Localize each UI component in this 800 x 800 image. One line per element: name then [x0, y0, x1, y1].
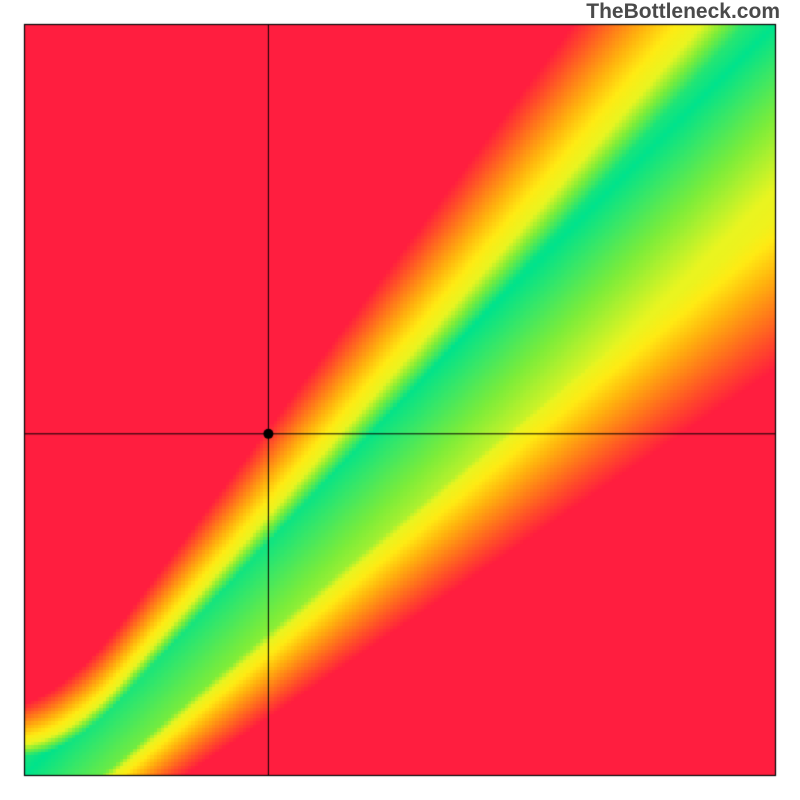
bottleneck-heatmap — [0, 0, 800, 800]
watermark-text: TheBottleneck.com — [586, 0, 780, 24]
